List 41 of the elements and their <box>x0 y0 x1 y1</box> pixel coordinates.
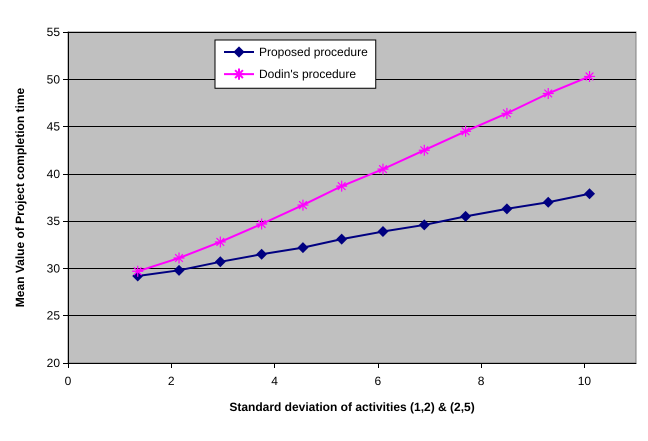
x-tick-label: 10 <box>578 374 592 388</box>
y-tick-label: 40 <box>46 166 60 181</box>
y-tick-label: 20 <box>46 356 60 370</box>
point <box>500 107 514 120</box>
point <box>460 210 472 222</box>
point <box>296 198 310 212</box>
point <box>418 144 430 156</box>
point <box>214 236 226 248</box>
x-tick-label: 4 <box>271 374 278 388</box>
point <box>174 264 185 276</box>
x-tick-label: 0 <box>64 374 72 388</box>
point <box>542 87 554 100</box>
point <box>336 180 348 192</box>
x-tick-label: 8 <box>478 374 485 388</box>
y-tick-label: 55 <box>46 25 60 39</box>
point <box>460 125 472 138</box>
y-tick-label: 45 <box>46 120 60 134</box>
x-tick-label: 2 <box>168 374 175 388</box>
x-tick-label: 6 <box>374 374 382 388</box>
y-axis-title: Mean Value of Project completion time <box>13 87 27 308</box>
point <box>377 226 388 238</box>
point <box>584 188 596 200</box>
point <box>256 218 268 230</box>
x-axis-title: Standard deviation of activities (1,2) & (2,5) <box>229 400 475 414</box>
point <box>172 252 186 264</box>
point <box>583 70 596 83</box>
point <box>376 163 390 176</box>
legend-label: Proposed procedure <box>259 45 368 59</box>
point <box>256 248 268 260</box>
y-tick-label: 30 <box>46 261 60 276</box>
point <box>501 203 512 214</box>
point <box>336 234 348 245</box>
point <box>132 265 144 278</box>
point <box>297 242 308 254</box>
point <box>542 196 554 208</box>
point <box>214 256 226 268</box>
point <box>418 219 430 230</box>
y-tick-label: 35 <box>46 214 60 228</box>
y-tick-label: 50 <box>46 72 60 86</box>
y-tick-label: 25 <box>46 308 60 323</box>
legend-label: Dodin's procedure <box>259 67 356 82</box>
